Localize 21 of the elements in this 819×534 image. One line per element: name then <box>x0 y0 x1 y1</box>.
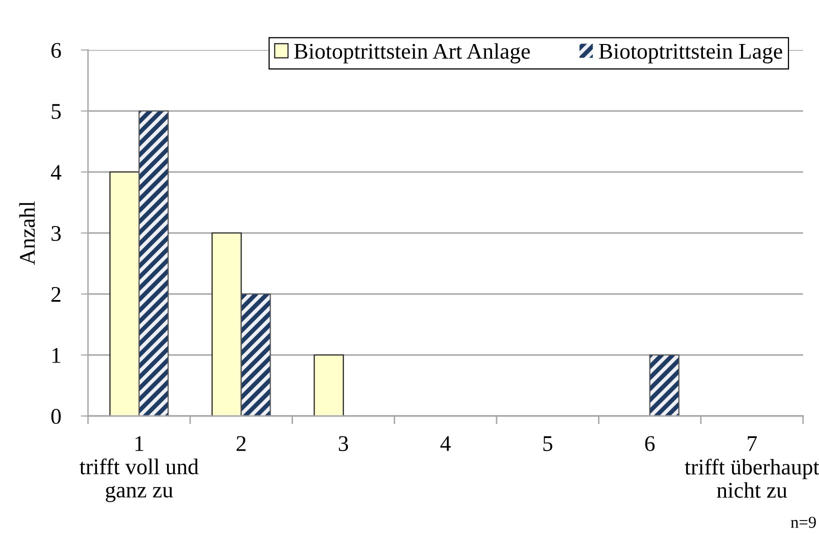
y-tick-label: 0 <box>51 408 61 424</box>
bar <box>109 171 140 416</box>
y-tick-label: 6 <box>51 42 61 58</box>
y-tick-label: 3 <box>52 226 61 241</box>
x-tick-label: 6 <box>645 436 655 452</box>
y-axis-title: Anzahl <box>19 201 35 265</box>
x-tick-label: 7 trifft überhaupt nicht zu <box>684 436 819 498</box>
bar <box>212 232 242 416</box>
bar <box>314 354 344 416</box>
x-tick-label: 3 <box>338 436 348 452</box>
x-tick-label: 4 <box>440 436 451 451</box>
x-tick-label: 5 <box>543 436 552 452</box>
y-tick-label: 5 <box>52 104 61 119</box>
x-tick-label: 1 trifft voll und ganz zu <box>80 436 198 502</box>
y-tick-label: 1 <box>52 348 60 363</box>
text: n=9 <box>790 516 816 528</box>
legend-label: Biotoptrittstein Art Anlage <box>294 43 530 64</box>
y-tick-label: 4 <box>50 165 62 180</box>
legend-label: Biotoptrittstein Lage <box>599 44 782 64</box>
x-tick-label: 2 <box>236 436 246 451</box>
y-tick-label: 2 <box>51 286 60 302</box>
